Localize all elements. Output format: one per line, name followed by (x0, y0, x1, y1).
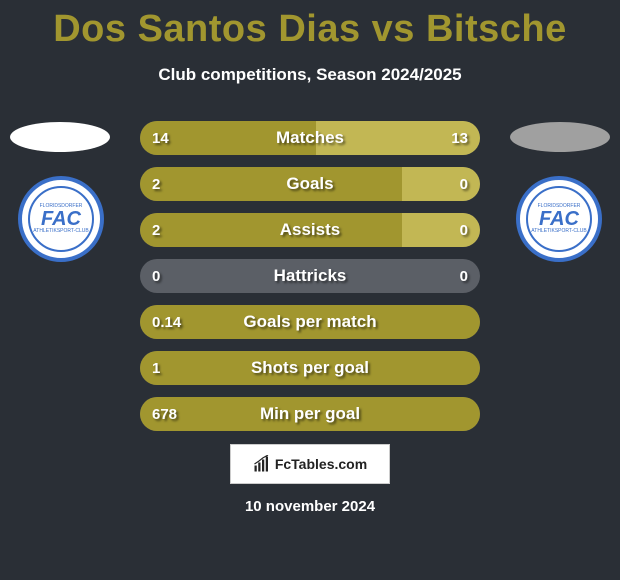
watermark: FcTables.com (230, 444, 390, 484)
stat-label: Matches (140, 121, 480, 155)
stat-label: Shots per goal (140, 351, 480, 385)
stat-label: Hattricks (140, 259, 480, 293)
badge-bottom-text: ATHLETIKSPORT-CLUB (33, 229, 88, 234)
date-label: 10 november 2024 (0, 498, 620, 515)
stat-row: 678Min per goal (140, 397, 480, 431)
stat-label: Goals per match (140, 305, 480, 339)
stat-row: 00Hattricks (140, 259, 480, 293)
stat-row: 20Assists (140, 213, 480, 247)
badge-inner: FLORIDSDORFER FAC ATHLETIKSPORT-CLUB (526, 186, 592, 252)
stat-label: Assists (140, 213, 480, 247)
badge-abbrev: FAC (539, 209, 579, 229)
stat-row: 20Goals (140, 167, 480, 201)
watermark-text: FcTables.com (275, 456, 367, 472)
left-club-badge: FLORIDSDORFER FAC ATHLETIKSPORT-CLUB (18, 176, 104, 262)
comparison-bars: 1413Matches 20Goals 20Assists 00Hattricks 0.… (140, 121, 480, 443)
badge-bottom-text: ATHLETIKSPORT-CLUB (531, 229, 586, 234)
stat-row: 1Shots per goal (140, 351, 480, 385)
chart-icon (253, 455, 271, 473)
stat-row: 0.14Goals per match (140, 305, 480, 339)
badge-abbrev: FAC (41, 209, 81, 229)
right-ellipse (510, 122, 610, 152)
left-ellipse (10, 122, 110, 152)
subtitle: Club competitions, Season 2024/2025 (0, 65, 620, 85)
page-title: Dos Santos Dias vs Bitsche (0, 0, 620, 51)
stat-label: Goals (140, 167, 480, 201)
stat-label: Min per goal (140, 397, 480, 431)
right-club-badge: FLORIDSDORFER FAC ATHLETIKSPORT-CLUB (516, 176, 602, 262)
badge-inner: FLORIDSDORFER FAC ATHLETIKSPORT-CLUB (28, 186, 94, 252)
stat-row: 1413Matches (140, 121, 480, 155)
